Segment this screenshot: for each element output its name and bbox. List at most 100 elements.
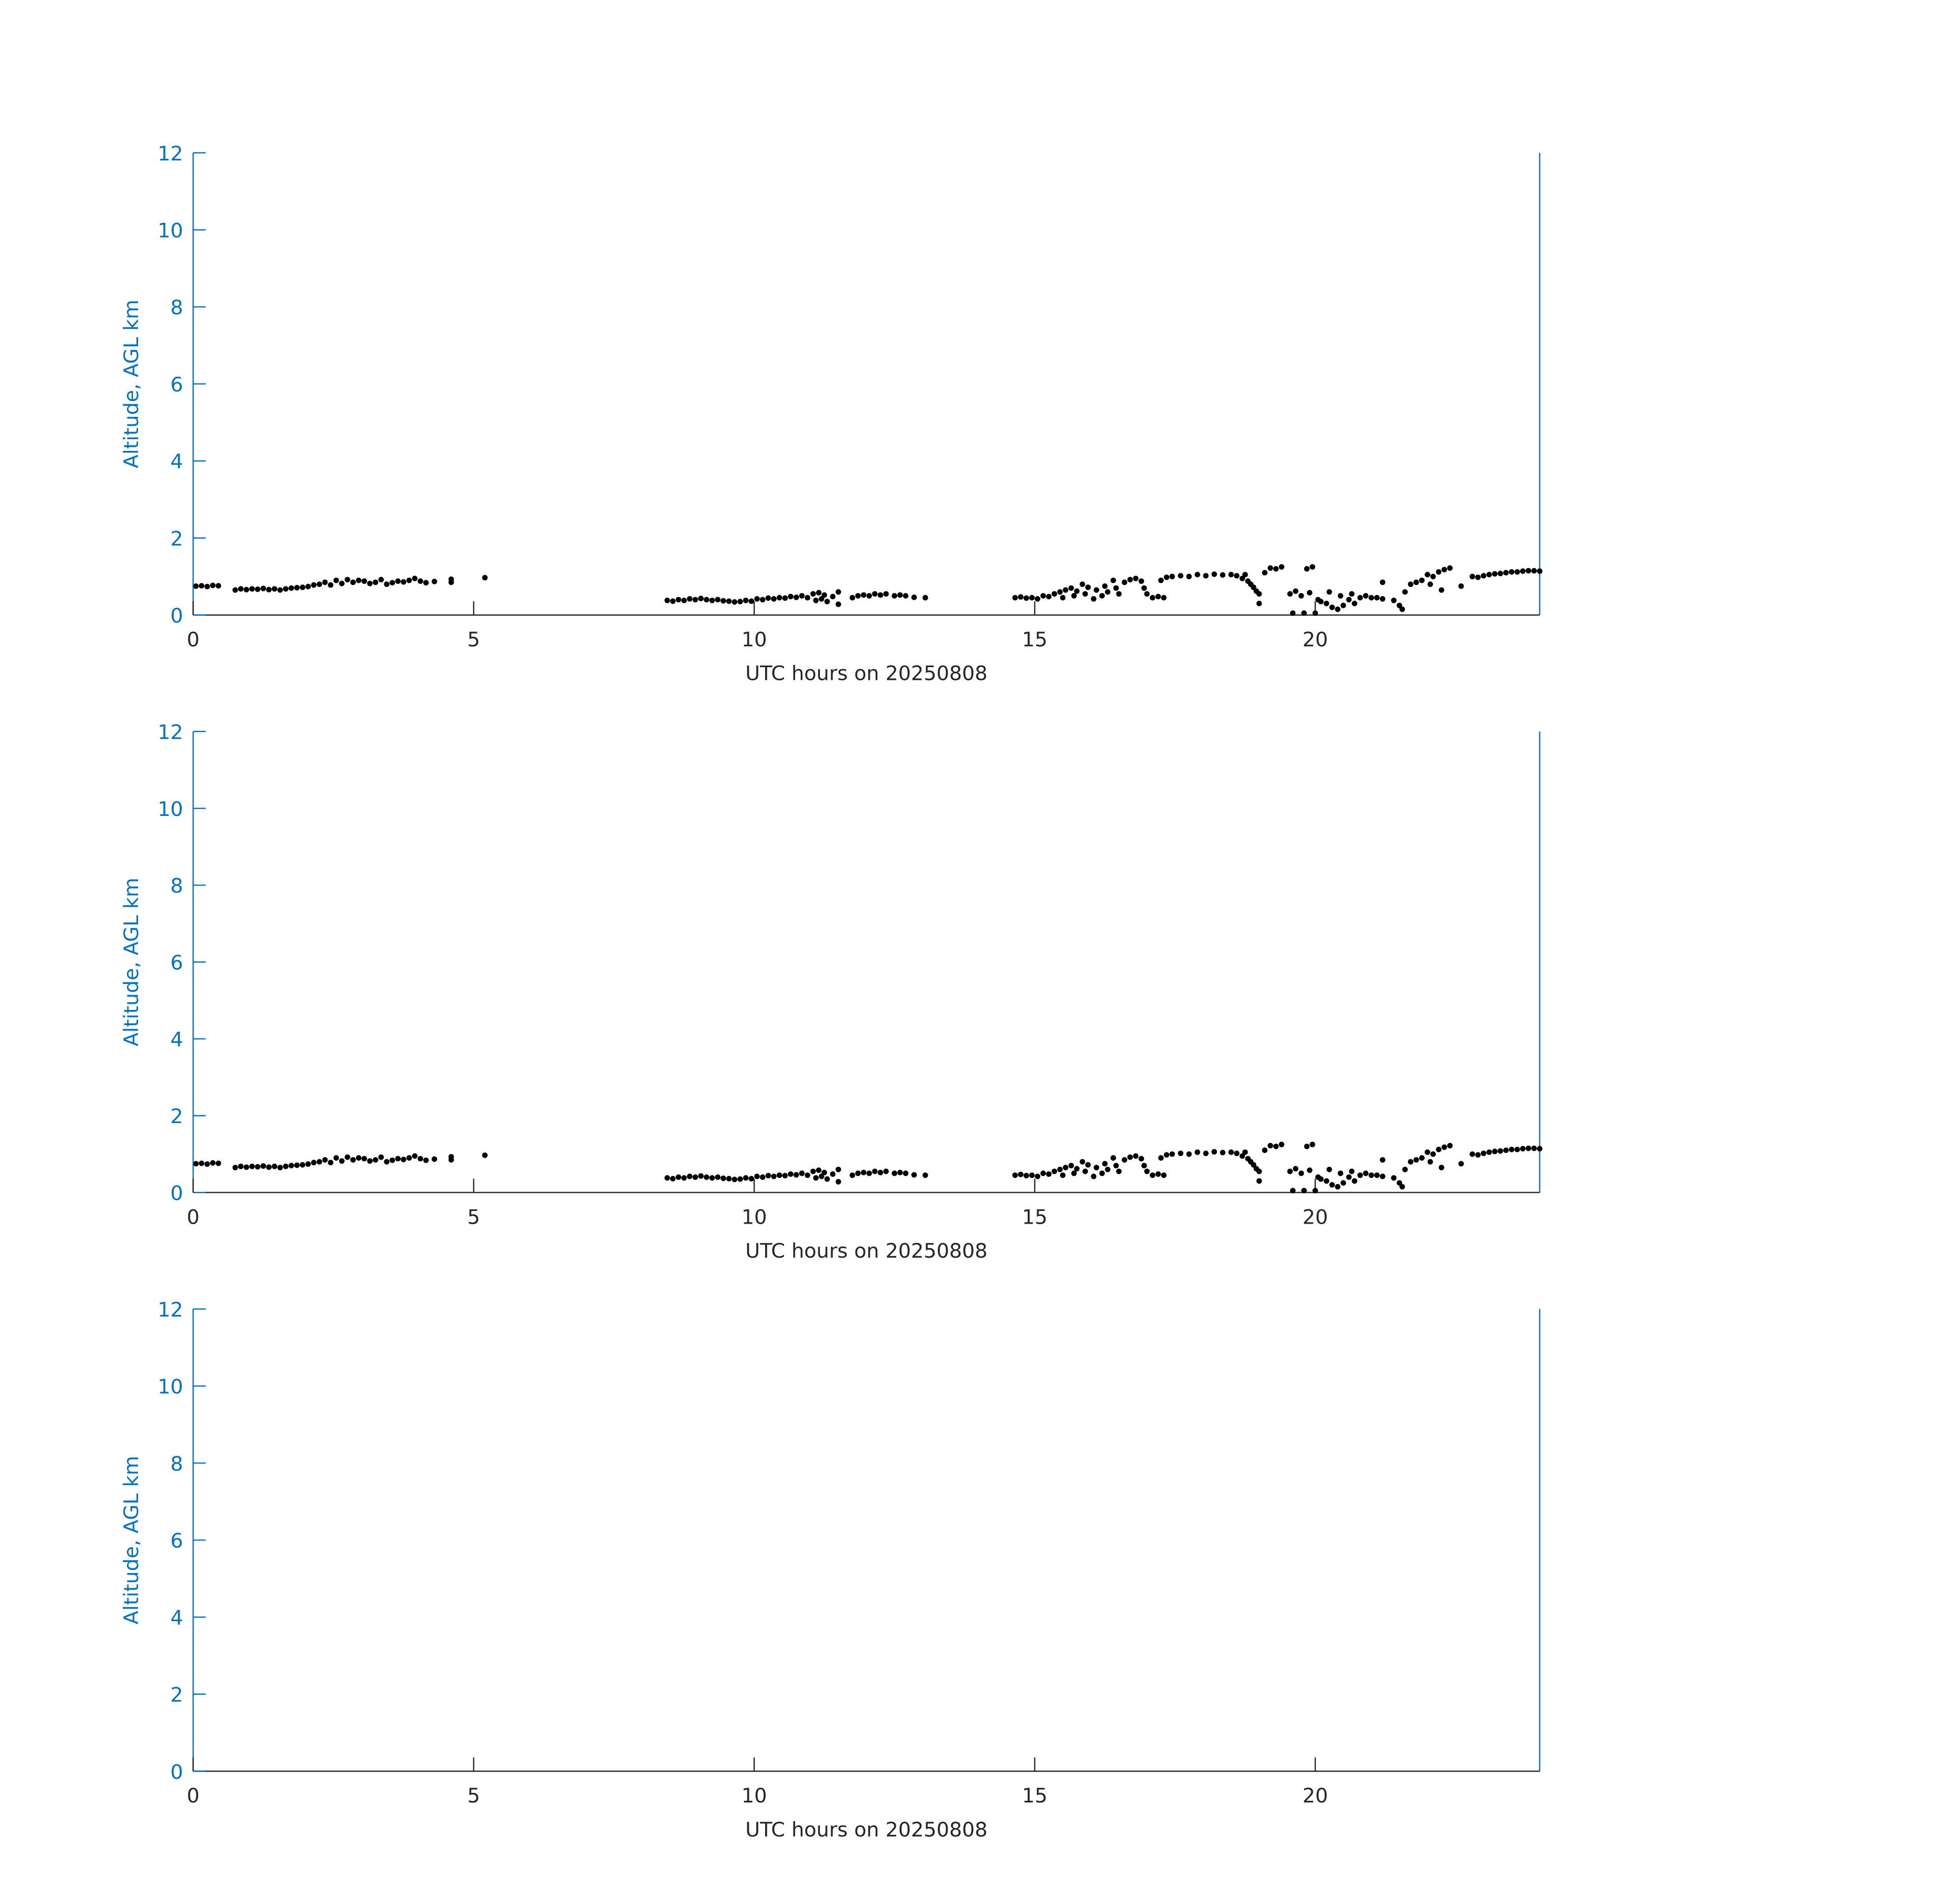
- data-point: [1177, 573, 1183, 579]
- data-point: [232, 587, 238, 593]
- data-point: [1057, 1166, 1063, 1172]
- data-point: [344, 1154, 350, 1160]
- data-point: [1094, 1165, 1099, 1170]
- y-tick-label: 4: [171, 1028, 183, 1052]
- data-point: [1060, 595, 1066, 601]
- data-point: [911, 595, 917, 600]
- data-point: [675, 597, 681, 603]
- data-point: [1391, 598, 1397, 603]
- data-point: [1040, 1170, 1046, 1176]
- data-point: [1079, 581, 1085, 587]
- data-point: [1346, 597, 1352, 603]
- data-point: [1363, 1170, 1369, 1176]
- data-point: [294, 585, 300, 590]
- data-point: [1430, 1151, 1436, 1157]
- data-point: [793, 595, 799, 600]
- data-point: [361, 1156, 367, 1162]
- data-point: [1326, 1166, 1332, 1172]
- data-point: [1060, 1172, 1066, 1178]
- data-point: [1340, 602, 1346, 608]
- data-point: [355, 1155, 361, 1161]
- data-point: [243, 1164, 249, 1170]
- data-point: [339, 1158, 345, 1164]
- data-point: [883, 1168, 889, 1174]
- data-point: [1309, 1141, 1315, 1147]
- x-tick-label: 20: [1302, 628, 1328, 651]
- data-point: [322, 1157, 328, 1163]
- data-point: [1099, 593, 1105, 599]
- data-point: [277, 587, 283, 593]
- data-point: [1085, 1162, 1091, 1168]
- data-point: [681, 1175, 687, 1181]
- data-point: [260, 585, 266, 592]
- data-point: [1379, 579, 1386, 585]
- data-point: [835, 589, 841, 595]
- data-point: [1220, 572, 1226, 578]
- data-point: [255, 1164, 260, 1170]
- data-point: [1164, 1152, 1170, 1158]
- data-point: [1113, 1163, 1119, 1169]
- data-point: [693, 597, 698, 603]
- y-tick-label: 12: [157, 142, 183, 166]
- data-point: [1250, 584, 1257, 590]
- data-point: [1158, 577, 1164, 583]
- data-point: [1068, 585, 1074, 591]
- data-point: [1046, 1171, 1052, 1177]
- data-point: [732, 599, 738, 605]
- data-point: [1029, 1172, 1035, 1178]
- data-point: [1234, 1151, 1240, 1156]
- data-point: [771, 1173, 777, 1179]
- data-point: [412, 1153, 418, 1159]
- data-point: [1127, 577, 1133, 582]
- data-point: [737, 1176, 743, 1182]
- data-point: [892, 1170, 898, 1176]
- data-point: [765, 595, 771, 601]
- data-point: [903, 593, 909, 599]
- data-point: [350, 1157, 356, 1163]
- data-point: [810, 591, 816, 597]
- y-tick-label: 10: [157, 798, 183, 821]
- data-point: [215, 583, 221, 589]
- data-point: [1537, 1146, 1542, 1152]
- data-point: [1256, 1178, 1262, 1184]
- data-point: [1267, 1142, 1273, 1148]
- data-point: [305, 1161, 311, 1167]
- data-point: [1396, 602, 1402, 608]
- data-point: [1309, 564, 1315, 570]
- data-point: [1458, 583, 1464, 589]
- data-point: [1301, 1188, 1307, 1194]
- data-point: [1486, 1149, 1492, 1155]
- y-tick-label: 2: [171, 1105, 183, 1128]
- data-point: [799, 593, 805, 599]
- data-point: [1012, 1172, 1018, 1178]
- data-point: [1399, 1184, 1405, 1190]
- data-point: [1074, 588, 1080, 594]
- data-point: [417, 1156, 423, 1162]
- data-point: [693, 1174, 698, 1180]
- data-point: [1149, 1172, 1156, 1178]
- y-tick-label: 0: [171, 1181, 183, 1205]
- data-point: [923, 1172, 928, 1178]
- data-point: [373, 1157, 378, 1163]
- data-point: [389, 580, 396, 586]
- data-point: [361, 578, 367, 584]
- data-point: [1458, 1161, 1464, 1167]
- data-point: [1318, 1176, 1324, 1182]
- x-tick-label: 10: [741, 1205, 767, 1229]
- y-tick-label: 6: [171, 1529, 183, 1553]
- data-point: [883, 591, 889, 597]
- data-point: [765, 1172, 771, 1178]
- data-point: [1186, 574, 1192, 579]
- data-point: [1133, 1153, 1139, 1159]
- data-point: [1441, 567, 1447, 573]
- data-point: [670, 1176, 676, 1181]
- data-point: [300, 584, 306, 590]
- data-point: [709, 1175, 715, 1181]
- data-point: [821, 592, 828, 598]
- data-point: [754, 1173, 760, 1179]
- data-point: [782, 1172, 788, 1178]
- data-point: [835, 601, 841, 607]
- data-point: [1012, 595, 1018, 601]
- data-point: [1079, 1159, 1085, 1165]
- data-point: [872, 591, 878, 597]
